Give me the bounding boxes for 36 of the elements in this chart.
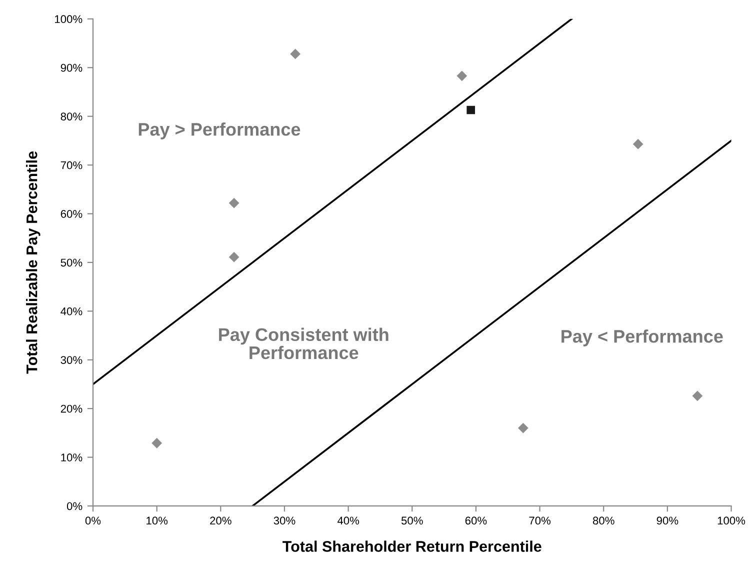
point: [456, 70, 468, 82]
y-tick-label: 20%: [60, 404, 82, 413]
annotation: Pay Consistent with Performance: [219, 328, 388, 360]
point: [466, 106, 476, 114]
y-tick-label: 80%: [60, 112, 82, 120]
point: [692, 390, 703, 402]
x-tick-label: 90%: [656, 516, 678, 525]
point: [518, 422, 528, 434]
y-tick-label: 70%: [60, 161, 82, 170]
x-tick-label: 50%: [401, 516, 423, 525]
y-axis-title: Total Realizable Pay Percentile: [26, 151, 40, 374]
y-tick-label: 100%: [55, 15, 82, 24]
x-tick-label: 0%: [85, 516, 101, 525]
point: [228, 252, 240, 262]
point: [228, 198, 240, 208]
y-tick-label: 60%: [60, 210, 82, 218]
y-tick-label: 10%: [61, 454, 82, 462]
x-tick-label: 70%: [529, 516, 550, 525]
x-tick-label: 10%: [146, 516, 168, 525]
point: [632, 138, 644, 150]
x-tick-label: 80%: [592, 516, 614, 525]
point: [152, 438, 162, 448]
y-tick-label: 30%: [60, 356, 82, 364]
x-tick-label: 60%: [465, 516, 487, 525]
x-tick-label: 100%: [718, 516, 746, 525]
point: [290, 48, 301, 60]
x-tick-label: 20%: [210, 516, 232, 525]
x-tick-label: 30%: [274, 516, 296, 525]
x-tick-label: 40%: [337, 516, 360, 525]
y-tick-label: 0%: [66, 502, 82, 510]
annotation: Pay > Performance: [138, 122, 300, 140]
y-tick-label: 50%: [60, 258, 82, 267]
y-tick-label: 90%: [60, 64, 82, 72]
annotation: Pay < Performance: [562, 330, 723, 346]
y-tick-label: 40%: [60, 307, 82, 316]
x-axis-title: Total Shareholder Return Percentile: [282, 540, 542, 552]
